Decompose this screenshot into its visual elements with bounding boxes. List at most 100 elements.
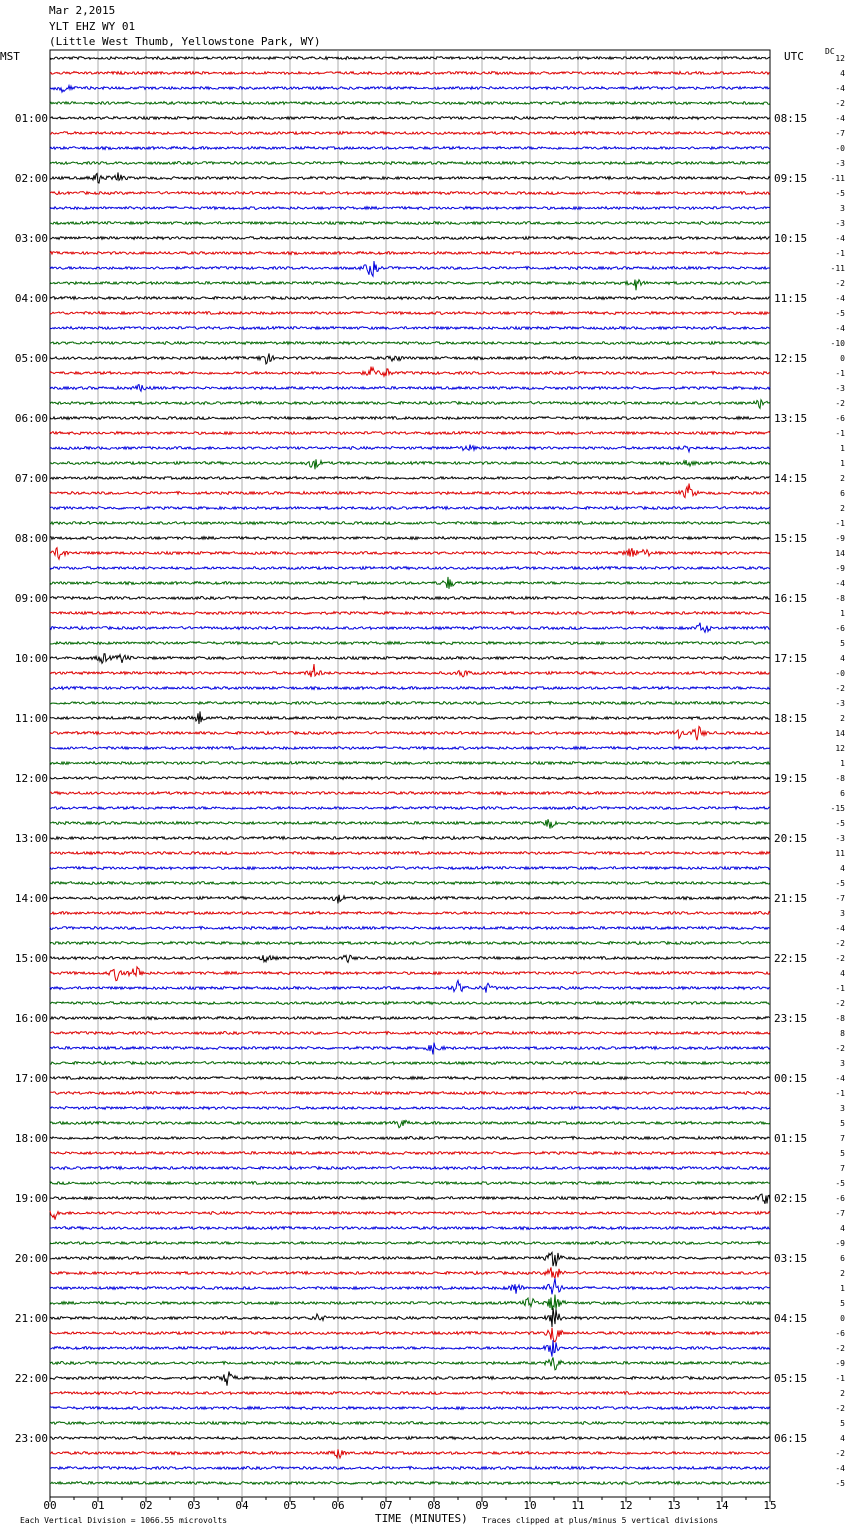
trace-row-87 [49,1357,770,1371]
trace-row-89 [49,1390,771,1396]
trace-row-39 [49,640,771,646]
dc-offset-label: -4 [835,114,845,123]
dc-offset-label: -3 [835,219,845,228]
dc-offset-label: 1 [840,1284,845,1293]
dc-offset-label: -7 [835,894,845,903]
dc-offset-label: 5 [840,639,845,648]
utc-hour-label: 10:15 [774,232,807,245]
utc-hour-label: 09:15 [774,172,807,185]
mst-hour-label: 12:00 [15,772,48,785]
dc-offset-label: -5 [835,189,845,198]
trace-row-80 [49,1250,771,1267]
trace-row-28 [49,475,771,481]
dc-offset-label: 11 [835,849,845,858]
utc-hour-label: 22:15 [774,952,807,965]
header-date: Mar 2,2015 [49,4,116,17]
dc-offset-label: -5 [835,1179,845,1188]
dc-offset-label: 0 [840,1314,845,1323]
trace-row-10 [49,205,771,211]
mst-hour-label: 19:00 [15,1192,48,1205]
trace-row-19 [49,340,771,346]
mst-hour-label: 01:00 [15,112,48,125]
mst-hour-label: 17:00 [15,1072,48,1085]
dc-offset-label: -2 [835,999,845,1008]
x-tick-label: 11 [571,1499,584,1512]
dc-offset-label: -4 [835,234,845,243]
trace-row-38 [49,622,771,634]
trace-row-40 [49,652,771,665]
trace-row-75 [49,1180,771,1186]
trace-row-66 [49,1042,771,1055]
dc-offset-label: -4 [835,324,845,333]
utc-hour-label: 23:15 [774,1012,807,1025]
dc-offset-label: -0 [835,669,845,678]
trace-row-68 [49,1075,771,1081]
trace-row-41 [49,664,771,678]
dc-offset-label: -6 [835,624,845,633]
dc-offset-label: -1 [835,1089,845,1098]
x-tick-label: 01 [91,1499,104,1512]
dc-offset-label: 14 [835,729,845,738]
utc-hour-label: 15:15 [774,532,807,545]
mst-hour-label: 21:00 [15,1312,48,1325]
x-tick-label: 14 [715,1499,729,1512]
utc-hour-label: 00:15 [774,1072,807,1085]
x-tick-label: 07 [379,1499,392,1512]
x-axis-title: TIME (MINUTES) [375,1512,468,1525]
dc-offset-label: -2 [835,1449,845,1458]
trace-row-36 [49,595,771,601]
dc-offset-label: 2 [840,714,845,723]
trace-row-63 [49,1000,771,1006]
dc-offset-label: -3 [835,834,845,843]
trace-row-55 [49,880,771,886]
trace-row-76 [49,1193,771,1204]
header-location: (Little West Thumb, Yellowstone Park, WY… [49,35,321,48]
trace-row-0 [49,55,771,61]
x-tick-label: 03 [187,1499,200,1512]
trace-row-45 [49,725,771,741]
trace-row-3 [49,100,771,106]
utc-hour-label: 04:15 [774,1312,807,1325]
trace-row-4 [49,115,771,121]
dc-offset-label: 2 [840,504,845,513]
dc-offset-label: 4 [840,864,845,873]
trace-row-33 [50,546,771,561]
trace-row-35 [49,576,771,589]
mst-hour-label: 23:00 [15,1432,48,1445]
dc-offset-label: -2 [835,1044,845,1053]
trace-row-44 [49,711,771,724]
trace-row-67 [49,1060,771,1066]
dc-offset-label: -11 [831,174,846,183]
utc-hour-label: 19:15 [774,772,807,785]
trace-row-46 [49,745,771,751]
trace-row-20 [49,353,771,365]
dc-offset-label: -1 [835,1374,845,1383]
dc-offset-label: -4 [835,84,845,93]
mst-hour-label: 03:00 [15,232,48,245]
dc-offset-label: 12 [835,54,845,63]
trace-row-2 [49,83,771,94]
dc-offset-label: 4 [840,69,845,78]
dc-offset-label: 8 [840,1029,845,1038]
dc-offset-label: -2 [835,954,845,963]
trace-row-15 [49,278,771,291]
mst-hour-label: 11:00 [15,712,48,725]
dc-offset-label: -9 [835,1359,845,1368]
trace-row-21 [49,365,771,378]
trace-row-72 [49,1135,771,1141]
trace-row-73 [49,1150,771,1156]
dc-offset-label: 4 [840,969,845,978]
trace-row-65 [49,1030,771,1036]
trace-row-83 [49,1294,771,1311]
trace-row-43 [49,700,771,706]
dc-offset-label: -15 [831,804,846,813]
dc-offset-label: 5 [840,1119,845,1128]
dc-offset-label: 3 [840,204,845,213]
dc-offset-label: 3 [840,909,845,918]
clip-note: Traces clipped at plus/minus 5 vertical … [482,1516,719,1525]
trace-row-7 [49,160,771,166]
dc-offset-label: -2 [835,99,845,108]
utc-hour-label: 14:15 [774,472,807,485]
trace-row-26 [49,444,771,454]
trace-row-42 [49,685,771,691]
